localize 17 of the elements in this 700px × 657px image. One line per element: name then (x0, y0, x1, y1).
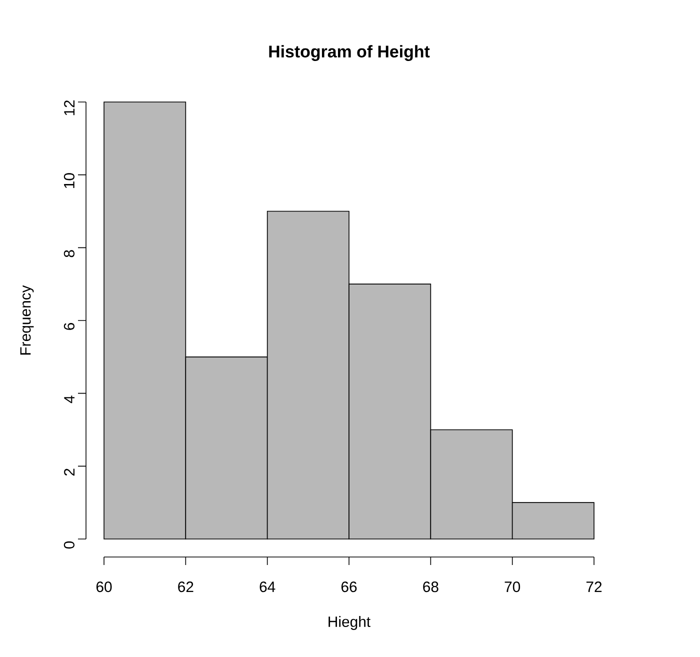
x-tick-label: 68 (423, 582, 438, 592)
chart-title: Histogram of Height (269, 45, 430, 61)
x-tick-label: 64 (260, 582, 276, 592)
x-tick-label: 62 (178, 582, 194, 592)
y-tick-label: 6 (64, 322, 74, 330)
x-tick-label: 70 (504, 582, 520, 592)
x-tick-label: 60 (96, 582, 112, 592)
x-tick-label: 66 (341, 582, 357, 592)
y-axis-title: Frequency (20, 285, 34, 355)
y-tick-label: 12 (64, 100, 74, 116)
y-tick-label: 4 (64, 396, 74, 404)
y-tick-label: 0 (64, 541, 74, 549)
y-tick-label: 8 (64, 250, 74, 258)
x-axis-title: Hieght (328, 616, 370, 630)
y-tick-label: 10 (64, 173, 74, 188)
x-tick-label: 72 (586, 582, 602, 592)
y-tick-label: 2 (64, 468, 74, 476)
